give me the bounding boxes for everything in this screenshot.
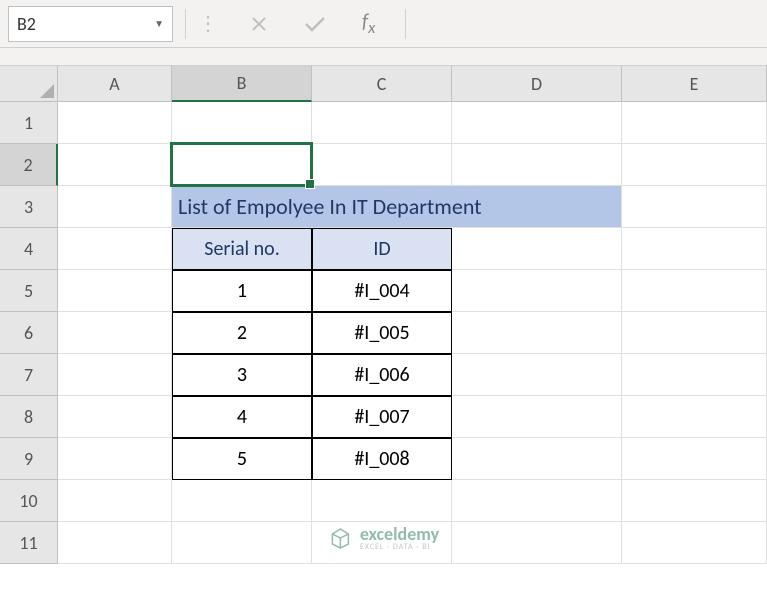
table-row[interactable]: 4: [172, 396, 312, 438]
cell-e5[interactable]: [622, 270, 767, 312]
cell-c1[interactable]: [312, 102, 452, 144]
row-header-9[interactable]: 9: [0, 438, 58, 480]
cell-a1[interactable]: [58, 102, 172, 144]
formula-bar: B2 ▼ ⋮ fx: [0, 0, 767, 48]
table-row[interactable]: #I_007: [312, 396, 452, 438]
divider: [185, 9, 186, 39]
cell-a10[interactable]: [58, 480, 172, 522]
row-header-3[interactable]: 3: [0, 186, 58, 228]
cell-e3[interactable]: [622, 186, 767, 228]
cell-a2[interactable]: [58, 144, 172, 186]
row-header-1[interactable]: 1: [0, 102, 58, 144]
watermark-logo-icon: [328, 526, 352, 550]
cell-d5[interactable]: [452, 270, 622, 312]
cell-e2[interactable]: [622, 144, 767, 186]
row-header-5[interactable]: 5: [0, 270, 58, 312]
cancel-icon: [250, 15, 268, 33]
fx-icon[interactable]: fx: [362, 10, 375, 38]
col-header-a[interactable]: A: [58, 66, 172, 102]
cell-a6[interactable]: [58, 312, 172, 354]
cell-d2[interactable]: [452, 144, 622, 186]
cell-d10[interactable]: [452, 480, 622, 522]
row-header-8[interactable]: 8: [0, 396, 58, 438]
name-box[interactable]: B2 ▼: [8, 6, 173, 42]
cell-e6[interactable]: [622, 312, 767, 354]
table-row[interactable]: #I_005: [312, 312, 452, 354]
cell-a8[interactable]: [58, 396, 172, 438]
table-row[interactable]: #I_004: [312, 270, 452, 312]
cell-b11[interactable]: [172, 522, 312, 564]
cell-d1[interactable]: [452, 102, 622, 144]
table-header-serial[interactable]: Serial no.: [172, 228, 312, 270]
confirm-icon: [304, 15, 326, 33]
table-row[interactable]: #I_008: [312, 438, 452, 480]
cell-a4[interactable]: [58, 228, 172, 270]
cell-e4[interactable]: [622, 228, 767, 270]
row-header-7[interactable]: 7: [0, 354, 58, 396]
cell-e10[interactable]: [622, 480, 767, 522]
watermark: exceldemy EXCEL · DATA · BI: [328, 525, 439, 551]
formula-input[interactable]: [418, 6, 759, 42]
cell-e8[interactable]: [622, 396, 767, 438]
row-header-10[interactable]: 10: [0, 480, 58, 522]
cell-d7[interactable]: [452, 354, 622, 396]
table-row[interactable]: 1: [172, 270, 312, 312]
select-all-corner[interactable]: [0, 66, 58, 102]
table-row[interactable]: 5: [172, 438, 312, 480]
row-header-11[interactable]: 11: [0, 522, 58, 564]
cell-a9[interactable]: [58, 438, 172, 480]
cell-e9[interactable]: [622, 438, 767, 480]
cell-a5[interactable]: [58, 270, 172, 312]
active-cell-overlay: [170, 142, 313, 187]
cell-c2[interactable]: [312, 144, 452, 186]
row-header-6[interactable]: 6: [0, 312, 58, 354]
cell-c10[interactable]: [312, 480, 452, 522]
col-header-c[interactable]: C: [312, 66, 452, 102]
watermark-tagline: EXCEL · DATA · BI: [360, 543, 439, 551]
col-header-b[interactable]: B: [172, 66, 312, 102]
table-header-id[interactable]: ID: [312, 228, 452, 270]
watermark-brand: exceldemy: [360, 525, 439, 543]
cell-d9[interactable]: [452, 438, 622, 480]
table-title[interactable]: List of Empolyee In IT Department: [172, 186, 622, 228]
name-box-value: B2: [17, 13, 36, 35]
table-row[interactable]: 3: [172, 354, 312, 396]
cell-b10[interactable]: [172, 480, 312, 522]
cell-b2[interactable]: [172, 144, 312, 186]
cell-e7[interactable]: [622, 354, 767, 396]
cell-a7[interactable]: [58, 354, 172, 396]
expand-dots-icon[interactable]: ⋮: [198, 11, 216, 36]
cell-e1[interactable]: [622, 102, 767, 144]
table-row[interactable]: 2: [172, 312, 312, 354]
table-row[interactable]: #I_006: [312, 354, 452, 396]
cell-d4[interactable]: [452, 228, 622, 270]
divider: [405, 9, 406, 39]
row-header-4[interactable]: 4: [0, 228, 58, 270]
cell-d11[interactable]: [452, 522, 622, 564]
ribbon-gap: [0, 48, 767, 66]
cell-d8[interactable]: [452, 396, 622, 438]
cell-d6[interactable]: [452, 312, 622, 354]
cell-a11[interactable]: [58, 522, 172, 564]
watermark-text: exceldemy EXCEL · DATA · BI: [360, 525, 439, 551]
col-header-e[interactable]: E: [622, 66, 767, 102]
cell-b1[interactable]: [172, 102, 312, 144]
spreadsheet-grid[interactable]: A B C D E 1 2 3 List of Empolyee In IT D…: [0, 66, 767, 564]
name-box-dropdown-icon[interactable]: ▼: [154, 17, 164, 30]
col-header-d[interactable]: D: [452, 66, 622, 102]
row-header-2[interactable]: 2: [0, 144, 58, 186]
cell-a3[interactable]: [58, 186, 172, 228]
cell-e11[interactable]: [622, 522, 767, 564]
